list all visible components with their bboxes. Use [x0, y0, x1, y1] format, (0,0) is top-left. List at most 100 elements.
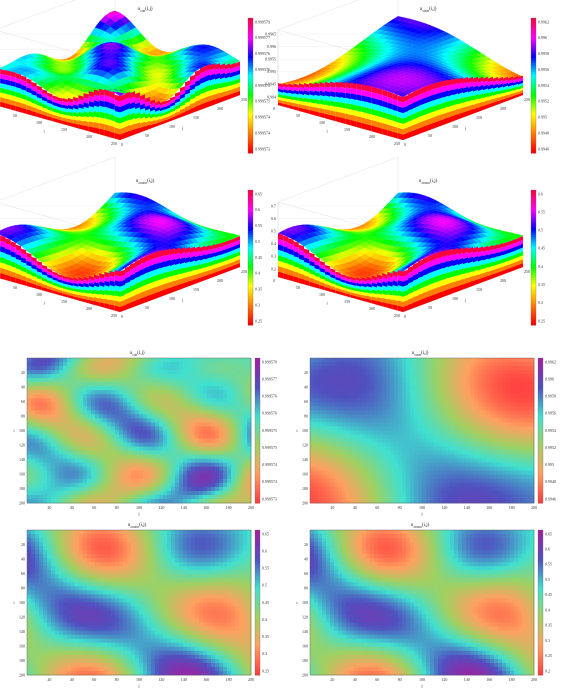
skirt-facet — [503, 88, 508, 94]
skirt-facet — [215, 266, 220, 273]
skirt-facet — [109, 102, 115, 110]
heatmap-cell — [123, 370, 128, 375]
colorbar-segment — [248, 123, 253, 127]
skirt-facet — [463, 277, 468, 285]
skirt-facet — [175, 273, 180, 281]
heatmap-cell — [219, 374, 224, 379]
skirt-facet — [330, 280, 336, 285]
skirt-facet — [225, 63, 230, 70]
skirt-facet — [215, 68, 220, 75]
heatmap-cell — [107, 362, 112, 367]
heatmap-cell — [239, 386, 244, 391]
skirt-facet — [57, 116, 63, 121]
skirt-facet — [403, 294, 408, 302]
heatmap-cell — [175, 402, 180, 407]
skirt-facet — [392, 126, 398, 134]
skirt-facet — [340, 86, 346, 94]
heatmap-cell — [127, 402, 132, 407]
skirt-facet — [503, 257, 508, 263]
skirt-facet — [15, 268, 22, 275]
skirt-facet — [376, 285, 383, 292]
skirt-facet — [170, 113, 175, 119]
skirt-facet — [397, 300, 403, 307]
heatmap-cell — [235, 366, 240, 371]
skirt-facet — [99, 122, 105, 130]
skirt-facet — [225, 240, 230, 246]
colorbar-segment — [248, 105, 253, 109]
heatmap-cell — [119, 378, 124, 383]
skirt-facet — [361, 294, 367, 299]
skirt-facet — [371, 275, 377, 281]
heatmap-cell — [79, 406, 84, 411]
skirt-facet — [428, 294, 433, 303]
skirt-facet — [498, 258, 503, 265]
heatmap-cell — [199, 366, 204, 371]
colorbar-segment — [531, 135, 536, 138]
skirt-facet — [366, 90, 372, 98]
heatmap-cell — [63, 374, 68, 379]
heatmap-cell — [207, 374, 212, 379]
heatmap-cell — [179, 394, 184, 399]
skirt-facet — [114, 280, 120, 287]
skirt-facet — [433, 275, 438, 284]
heatmap-cell — [207, 378, 212, 383]
skirt-facet — [478, 255, 483, 262]
skirt-facet — [109, 97, 115, 105]
surface-svg: 0.20.30.40.50.60.72502001501005000501001… — [0, 156, 262, 326]
skirt-facet — [314, 283, 320, 289]
skirt-facet — [376, 300, 383, 307]
skirt-facet — [288, 253, 294, 261]
heatmap-cell — [71, 406, 76, 411]
skirt-facet — [135, 293, 140, 301]
colorbar-segment — [531, 318, 536, 321]
heatmap-cell — [91, 386, 96, 391]
skirt-facet — [458, 284, 463, 292]
colorbar-segment — [248, 78, 253, 82]
skirt-facet — [288, 98, 294, 104]
skirt-facet — [57, 109, 63, 115]
heatmap-cell — [115, 410, 120, 415]
skirt-facet — [438, 268, 443, 276]
skirt-facet — [350, 279, 357, 284]
skirt-facet — [140, 256, 145, 265]
heatmap-cell — [55, 362, 60, 367]
heatmap-cell — [111, 370, 116, 375]
skirt-facet — [83, 286, 89, 291]
heatmap-cell — [175, 374, 180, 379]
skirt-facet — [350, 120, 357, 127]
colorbar-segment — [531, 226, 536, 229]
heatmap-cell — [191, 410, 196, 415]
i-tick-label: 150 — [344, 299, 350, 304]
heatmap-cell — [107, 410, 112, 415]
skirt-facet — [47, 280, 53, 285]
heatmap-cell — [31, 362, 36, 367]
heatmap-cell — [175, 410, 180, 415]
skirt-facet — [283, 89, 289, 94]
skirt-facet — [5, 74, 11, 81]
skirt-facet — [205, 245, 210, 252]
skirt-facet — [150, 123, 155, 129]
colorbar-segment — [248, 87, 253, 91]
heatmap-cell — [243, 386, 248, 391]
heatmap-cell — [227, 402, 232, 407]
skirt-facet — [408, 287, 413, 295]
skirt-facet — [200, 82, 205, 90]
heatmap-cell — [115, 398, 120, 403]
colorbar-segment — [531, 194, 536, 198]
colorbar-segment — [531, 58, 536, 62]
heatmap-cell — [103, 378, 108, 383]
heatmap-cell — [91, 382, 96, 387]
skirt-facet — [120, 132, 125, 140]
colorbar-segment — [248, 275, 253, 279]
heatmap-cell — [243, 406, 248, 411]
skirt-facet — [5, 259, 11, 266]
skirt-facet — [463, 257, 468, 265]
skirt-facet — [67, 287, 74, 292]
skirt-facet — [478, 250, 483, 258]
colorbar-segment — [531, 268, 536, 272]
skirt-facet — [5, 274, 11, 282]
skirt-facet — [433, 264, 438, 272]
heatmap-cell — [219, 390, 224, 395]
skirt-facet — [413, 106, 418, 115]
heatmap-cell — [83, 382, 88, 387]
